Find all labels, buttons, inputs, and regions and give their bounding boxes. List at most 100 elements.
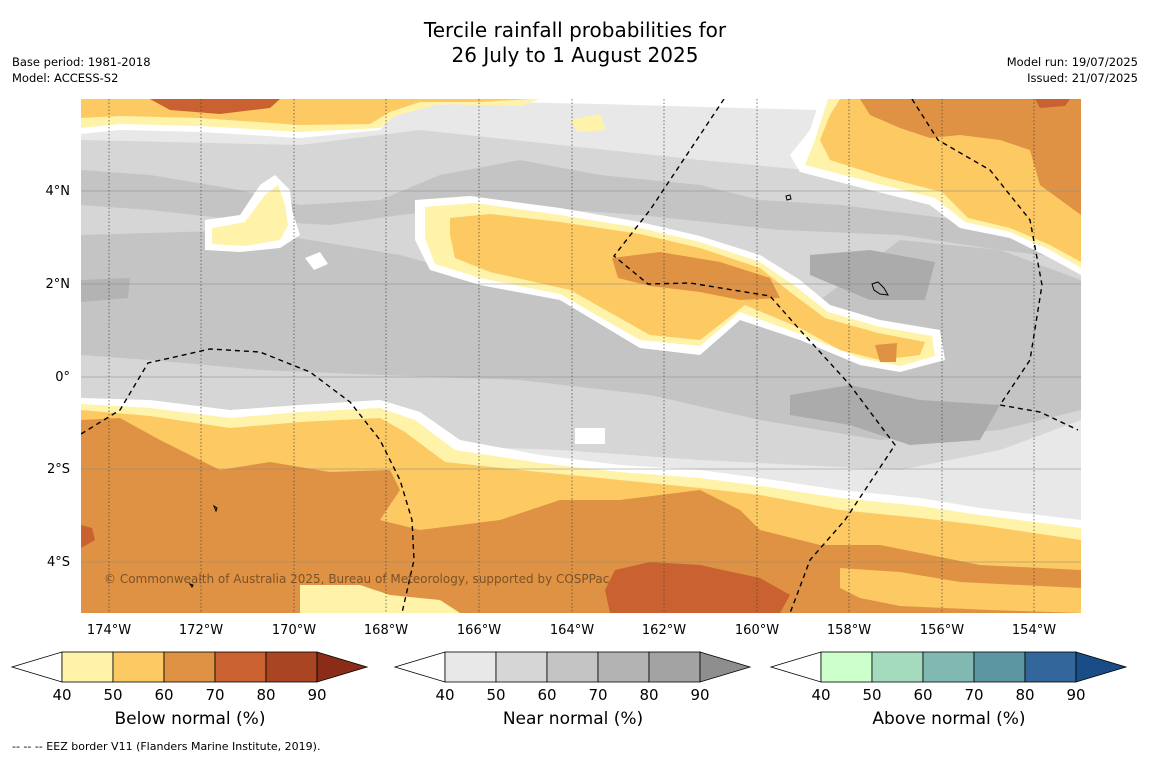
colorbar-above-segment-40	[820, 651, 873, 683]
colorbar-near-segment-70	[597, 651, 650, 683]
below-normal-south-70-west	[81, 525, 95, 548]
lat-label-4n: 4°N	[46, 184, 71, 199]
model-run: Model run: 19/07/2025	[1006, 55, 1138, 69]
colorbar-above: 40 50 60 70 80 90	[769, 651, 1128, 704]
below-normal-central-60	[612, 252, 780, 300]
colorbar-near-tick-70: 70	[588, 686, 607, 704]
islands	[188, 194, 889, 588]
legend-title-below: Below normal (%)	[114, 709, 266, 729]
colorbar-below-segment-40	[61, 651, 114, 683]
colorbar-below-tick-70: 70	[205, 686, 224, 704]
lon-label-170w: 170°W	[272, 623, 316, 638]
lon-label-158w: 158°W	[827, 623, 871, 638]
colorbar-below-tick-40: 40	[52, 686, 71, 704]
lat-label-2s: 2°S	[47, 462, 70, 477]
colorbar-near-tick-40: 40	[435, 686, 454, 704]
colorbar-near-lower-extend	[393, 651, 446, 683]
colorbar-below-tick-50: 50	[103, 686, 122, 704]
below-normal-south-40-patch	[300, 585, 460, 613]
colorbar-above-segment-80	[1024, 651, 1077, 683]
lon-label-168w: 168°W	[364, 623, 408, 638]
colorbar-near-segment-40	[444, 651, 497, 683]
model-name: Model: ACCESS-S2	[12, 71, 119, 85]
lon-label-172w: 172°W	[179, 623, 223, 638]
island-3	[212, 504, 218, 513]
eez-footnote: -- -- -- EEZ border V11 (Flanders Marine…	[12, 740, 321, 753]
colorbars: 40 50 60 70 80 90 40 50 60 70 80 90 40 50 60 70 80 90	[10, 651, 1128, 704]
colorbar-near: 40 50 60 70 80 90	[393, 651, 752, 704]
colorbar-above-tick-70: 70	[964, 686, 983, 704]
below-normal-ne-60	[860, 99, 1081, 215]
title-line-1: Tercile rainfall probabilities for	[423, 18, 727, 42]
lon-label-162w: 162°W	[642, 623, 686, 638]
below-normal-ne-70	[1035, 99, 1070, 108]
below-normal-south-50-east	[840, 568, 1081, 613]
eez-border-east	[911, 99, 1079, 431]
colorbar-below-segment-50	[112, 651, 165, 683]
below-normal-north-70	[150, 99, 280, 114]
latitude-gridlines	[81, 190, 1081, 563]
near-normal-60-north	[81, 160, 1081, 260]
issued-date: Issued: 21/07/2025	[1027, 71, 1138, 85]
colorbar-near-segment-50	[495, 651, 548, 683]
below-normal-south-60	[81, 418, 1081, 613]
colorbar-above-segment-60	[922, 651, 975, 683]
near-normal-70-south	[790, 385, 1000, 445]
colorbar-below-upper-extend	[316, 651, 369, 683]
colorbar-near-tick-90: 90	[690, 686, 709, 704]
longitude-labels: 174°W 172°W 170°W 168°W 166°W 164°W 162°…	[87, 623, 1056, 638]
lat-label-2n: 2°N	[46, 277, 71, 292]
island-2	[785, 194, 792, 201]
map-title: Tercile rainfall probabilities for 26 Ju…	[0, 18, 1150, 68]
eez-border-west	[81, 348, 415, 613]
eez-border-central	[613, 99, 896, 613]
lon-label-160w: 160°W	[735, 623, 779, 638]
colorbar-below-segment-70	[214, 651, 267, 683]
colorbar-below-lower-extend	[10, 651, 63, 683]
copyright-notice: © Commonwealth of Australia 2025, Bureau…	[104, 572, 610, 586]
base-period: Base period: 1981-2018	[12, 55, 151, 69]
near-normal-70-region	[810, 250, 935, 300]
legend-title-near: Near normal (%)	[502, 709, 644, 729]
colorbar-above-tick-50: 50	[862, 686, 881, 704]
colorbar-above-tick-90: 90	[1066, 686, 1085, 704]
near-normal-60-region	[81, 230, 1081, 440]
colorbar-near-tick-80: 80	[639, 686, 658, 704]
meta-right: Model run: 19/07/2025 Issued: 21/07/2025	[1007, 54, 1138, 86]
colorbar-above-tick-80: 80	[1015, 686, 1034, 704]
island-1	[871, 281, 889, 296]
island-4	[188, 583, 194, 588]
near-normal-70-west	[81, 278, 130, 302]
colorbar-below: 40 50 60 70 80 90	[10, 651, 369, 704]
latitude-labels: 4°N 2°N 0° 2°S 4°S	[46, 184, 71, 570]
near-patch-white	[305, 252, 328, 270]
colorbar-below-segment-60	[163, 651, 216, 683]
colorbar-above-upper-extend	[1075, 651, 1128, 683]
colorbar-near-tick-50: 50	[486, 686, 505, 704]
below-normal-west-patch-40	[212, 185, 288, 246]
colorbar-above-tick-40: 40	[811, 686, 830, 704]
lon-label-164w: 164°W	[550, 623, 594, 638]
colorbar-below-tick-80: 80	[256, 686, 275, 704]
colorbar-near-upper-extend	[699, 651, 752, 683]
eez-borders	[81, 99, 1079, 613]
lon-label-156w: 156°W	[920, 623, 964, 638]
colorbar-below-segment-80	[265, 651, 318, 683]
lon-label-166w: 166°W	[457, 623, 501, 638]
colorbar-near-segment-60	[546, 651, 599, 683]
map-fill-layer	[81, 99, 1081, 613]
below-normal-south-70	[605, 562, 790, 613]
lat-label-4s: 4°S	[47, 555, 70, 570]
lon-label-174w: 174°W	[87, 623, 131, 638]
below-normal-ne-patch	[570, 114, 606, 132]
near-patch-white-2	[575, 428, 605, 444]
title-line-2: 26 July to 1 August 2025	[451, 43, 699, 67]
lat-label-0: 0°	[55, 370, 70, 385]
longitude-gridlines	[108, 99, 1035, 613]
colorbar-above-tick-60: 60	[913, 686, 932, 704]
colorbar-near-tick-60: 60	[537, 686, 556, 704]
colorbar-above-segment-50	[871, 651, 924, 683]
colorbar-below-tick-90: 90	[307, 686, 326, 704]
colorbar-near-segment-80	[648, 651, 701, 683]
